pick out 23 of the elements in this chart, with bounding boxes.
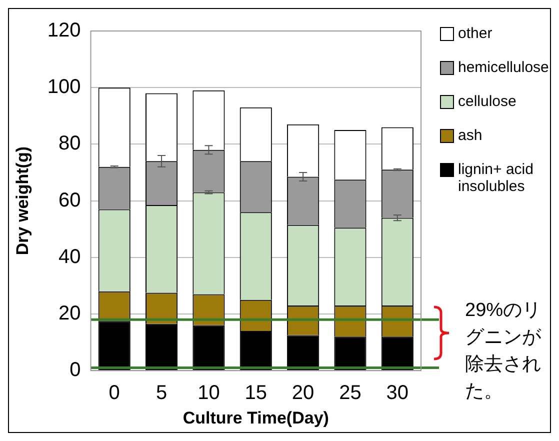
- bar: [98, 321, 130, 370]
- legend-label: lignin+ acid insolubles: [458, 161, 534, 195]
- x-tick-label: 30: [386, 382, 409, 404]
- y-tick-label: 40: [58, 246, 81, 268]
- x-tick-label: 10: [198, 382, 220, 404]
- x-tick-label: 15: [244, 382, 268, 404]
- legend-label: ash: [458, 127, 482, 144]
- text: 29%のリグニンが除去された。: [465, 299, 542, 404]
- y-tick-label: 120: [47, 20, 81, 42]
- x-tick-label: 0: [108, 382, 120, 404]
- legend-label: cellulose: [458, 93, 516, 110]
- y-tick-label: 60: [58, 189, 81, 212]
- y-tick-label: 0: [70, 359, 81, 382]
- x-tick-label: 5: [156, 382, 168, 404]
- text: other: [458, 25, 492, 42]
- x-tick-label: 25: [339, 382, 362, 404]
- x-tick-label: 20: [292, 382, 314, 404]
- legend-label: hemicellulose: [458, 59, 549, 76]
- y-tick-label: 100: [47, 76, 81, 98]
- x-axis-title: Culture Time(Day): [182, 408, 329, 428]
- y-tick-label: 80: [58, 132, 81, 155]
- y-tick-label: 20: [58, 302, 81, 325]
- y-axis-title: Dry weight(g): [12, 146, 32, 256]
